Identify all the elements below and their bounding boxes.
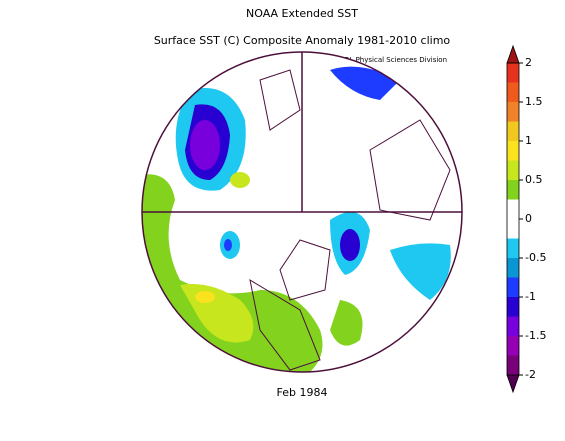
title: NOAA Extended SST	[246, 7, 358, 20]
colorbar-tick-label: -1	[525, 290, 536, 303]
credit: NOAA/ESRL Physical Sciences Division	[313, 56, 447, 64]
colorbar-segment	[507, 160, 519, 180]
colorbar-tick-label: 1.5	[525, 95, 543, 108]
subtitle: Surface SST (C) Composite Anomaly 1981-2…	[154, 34, 451, 47]
colorbar-tick-label: 0.5	[525, 173, 543, 186]
colorbar-segment	[507, 258, 519, 278]
colorbar-segment	[507, 82, 519, 102]
colorbar-segment	[507, 219, 519, 239]
colorbar-tick-label: -2	[525, 368, 536, 381]
globe-outline	[141, 51, 463, 373]
colorbar-segment	[507, 238, 519, 258]
colorbar-segment	[507, 277, 519, 297]
colorbar-segment	[507, 180, 519, 200]
colorbar-arrow	[506, 44, 520, 64]
colorbar-segment	[507, 297, 519, 317]
colorbar-tick-label: -0.5	[525, 251, 546, 264]
colorbar-segment	[507, 316, 519, 336]
colorbar-tick-label: 2	[525, 56, 532, 69]
colorbar: -2 -1.5 -1 -0.5 0 0.5 1 1.5 2	[506, 44, 546, 394]
colorbar-tick-label: 0	[525, 212, 532, 225]
colorbar-tick-label: -1.5	[525, 329, 546, 342]
map-date: Feb 1984	[277, 386, 328, 399]
colorbar-segment	[507, 141, 519, 161]
colorbar-segment	[507, 199, 519, 219]
colorbar-segment	[507, 102, 519, 122]
colorbar-segment	[507, 121, 519, 141]
map	[142, 52, 462, 372]
colorbar-segment	[507, 355, 519, 375]
colorbar-arrow	[506, 374, 520, 394]
colorbar-tick-label: 1	[525, 134, 532, 147]
colorbar-segment	[507, 63, 519, 83]
colorbar-segment	[507, 336, 519, 356]
